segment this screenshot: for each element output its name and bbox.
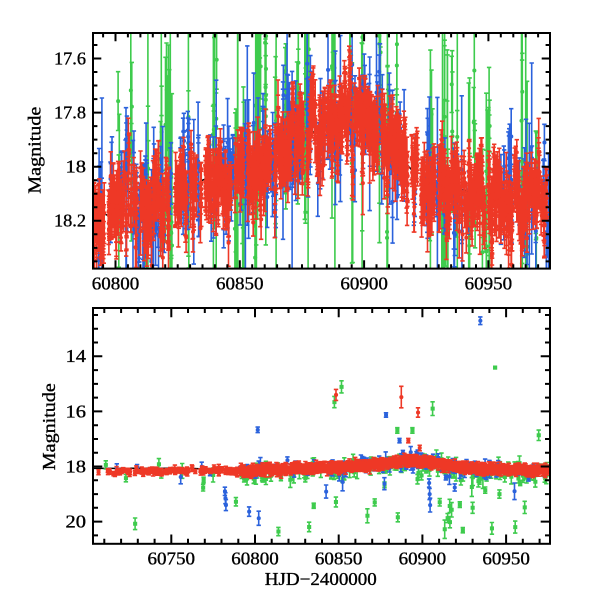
svg-text:14: 14: [66, 346, 87, 366]
svg-text:60800: 60800: [231, 549, 279, 569]
svg-text:60850: 60850: [216, 274, 264, 294]
svg-text:Magnitude: Magnitude: [25, 107, 45, 194]
svg-text:18.2: 18.2: [54, 211, 86, 231]
svg-text:17.6: 17.6: [54, 48, 86, 68]
svg-text:16: 16: [66, 401, 87, 421]
svg-text:60900: 60900: [399, 549, 447, 569]
svg-text:60950: 60950: [465, 274, 513, 294]
svg-text:HJD−2400000: HJD−2400000: [265, 569, 377, 589]
svg-text:60750: 60750: [148, 549, 196, 569]
svg-text:60950: 60950: [482, 549, 530, 569]
svg-text:60850: 60850: [315, 549, 363, 569]
svg-text:60900: 60900: [340, 274, 388, 294]
svg-text:18: 18: [66, 456, 87, 476]
svg-text:60800: 60800: [92, 274, 140, 294]
svg-text:20: 20: [66, 512, 87, 532]
svg-text:17.8: 17.8: [54, 103, 86, 123]
svg-text:18: 18: [66, 157, 87, 177]
svg-text:Magnitude: Magnitude: [39, 383, 59, 470]
